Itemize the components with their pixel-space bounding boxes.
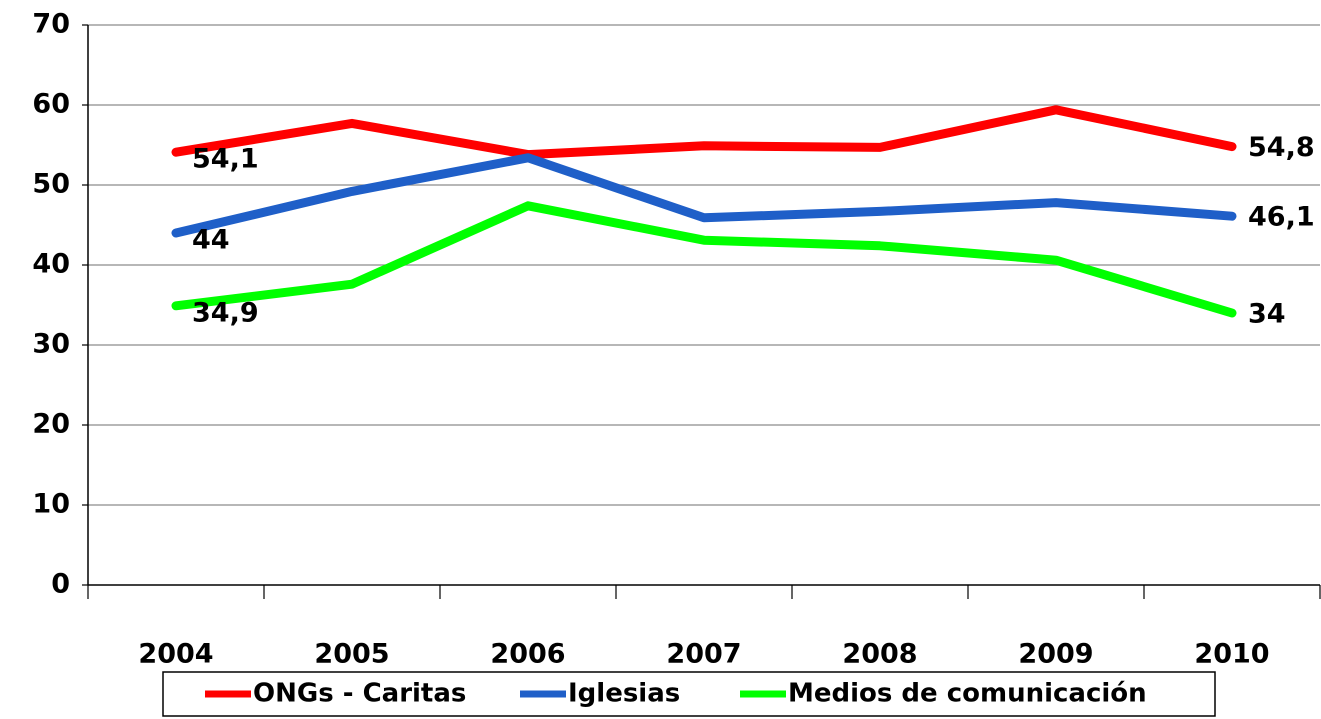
legend-label: ONGs - Caritas — [253, 679, 466, 709]
series-line — [171, 201, 1237, 318]
y-tick-label: 10 — [32, 489, 70, 520]
data-label: 54,8 — [1248, 132, 1315, 163]
series-line — [171, 105, 1237, 160]
y-tick-label: 70 — [32, 9, 70, 40]
y-tick-label: 40 — [32, 249, 70, 280]
data-label: 34,9 — [192, 297, 259, 328]
y-tick-label: 0 — [51, 569, 70, 600]
legend-label: Iglesias — [568, 679, 680, 709]
x-tick-label: 2008 — [842, 639, 917, 670]
legend-label: Medios de comunicación — [788, 679, 1147, 709]
x-tick-label: 2004 — [138, 639, 213, 670]
x-tick-label: 2007 — [666, 639, 741, 670]
y-tick-label: 30 — [32, 329, 70, 360]
data-label: 46,1 — [1248, 202, 1315, 233]
data-label: 44 — [192, 225, 230, 256]
data-label: 34 — [1248, 299, 1286, 330]
legend-box — [162, 671, 1216, 717]
series-line — [171, 153, 1237, 238]
y-tick-label: 20 — [32, 409, 70, 440]
x-tick-label: 2006 — [490, 639, 565, 670]
data-label: 54,1 — [192, 144, 259, 175]
y-tick-label: 50 — [32, 169, 70, 200]
x-tick-label: 2010 — [1194, 639, 1269, 670]
y-tick-label: 60 — [32, 89, 70, 120]
x-tick-label: 2009 — [1018, 639, 1093, 670]
x-tick-label: 2005 — [314, 639, 389, 670]
